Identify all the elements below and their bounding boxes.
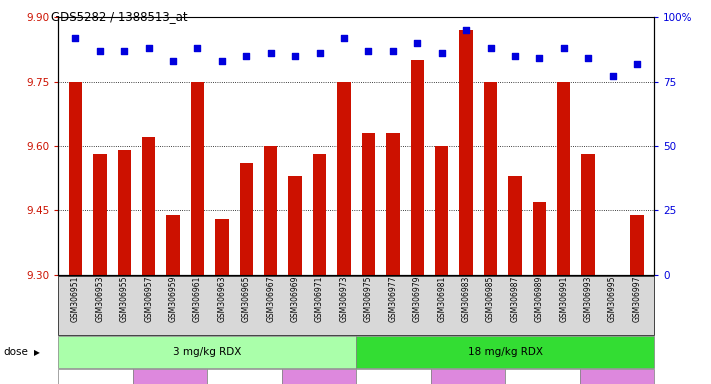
Bar — [313, 154, 326, 275]
Point — [314, 50, 325, 56]
Point — [558, 45, 570, 51]
Point — [363, 48, 374, 54]
Point — [607, 73, 619, 79]
Bar — [337, 82, 351, 275]
Point — [338, 35, 350, 41]
Bar — [410, 60, 424, 275]
Bar — [483, 82, 497, 275]
Text: GDS5282 / 1388513_at: GDS5282 / 1388513_at — [51, 10, 188, 23]
Point — [485, 45, 496, 51]
Point — [192, 45, 203, 51]
Bar — [557, 82, 570, 275]
Bar — [459, 30, 473, 275]
Bar — [582, 154, 595, 275]
Point — [461, 27, 472, 33]
Point — [412, 40, 423, 46]
Point — [289, 53, 301, 59]
Text: 18 mg/kg RDX: 18 mg/kg RDX — [468, 347, 542, 357]
Bar — [69, 82, 82, 275]
Bar — [264, 146, 277, 275]
Text: dose: dose — [4, 347, 28, 357]
Bar — [386, 133, 400, 275]
Bar — [362, 133, 375, 275]
Bar — [215, 219, 229, 275]
Bar — [93, 154, 107, 275]
Point — [167, 58, 178, 64]
Point — [582, 55, 594, 61]
Point — [631, 61, 643, 67]
Bar — [240, 163, 253, 275]
Bar — [435, 146, 449, 275]
Point — [94, 48, 105, 54]
Bar — [508, 176, 522, 275]
Bar — [631, 215, 643, 275]
Point — [387, 48, 399, 54]
Point — [240, 53, 252, 59]
Bar — [533, 202, 546, 275]
Bar — [142, 137, 156, 275]
Point — [436, 50, 447, 56]
Point — [265, 50, 277, 56]
Bar — [166, 215, 180, 275]
Point — [70, 35, 81, 41]
Text: 3 mg/kg RDX: 3 mg/kg RDX — [173, 347, 242, 357]
Point — [216, 58, 228, 64]
Point — [143, 45, 154, 51]
Text: ▶: ▶ — [34, 348, 40, 357]
Bar — [289, 176, 302, 275]
Point — [534, 55, 545, 61]
Bar — [191, 82, 204, 275]
Point — [119, 48, 130, 54]
Point — [509, 53, 520, 59]
Bar — [117, 150, 131, 275]
